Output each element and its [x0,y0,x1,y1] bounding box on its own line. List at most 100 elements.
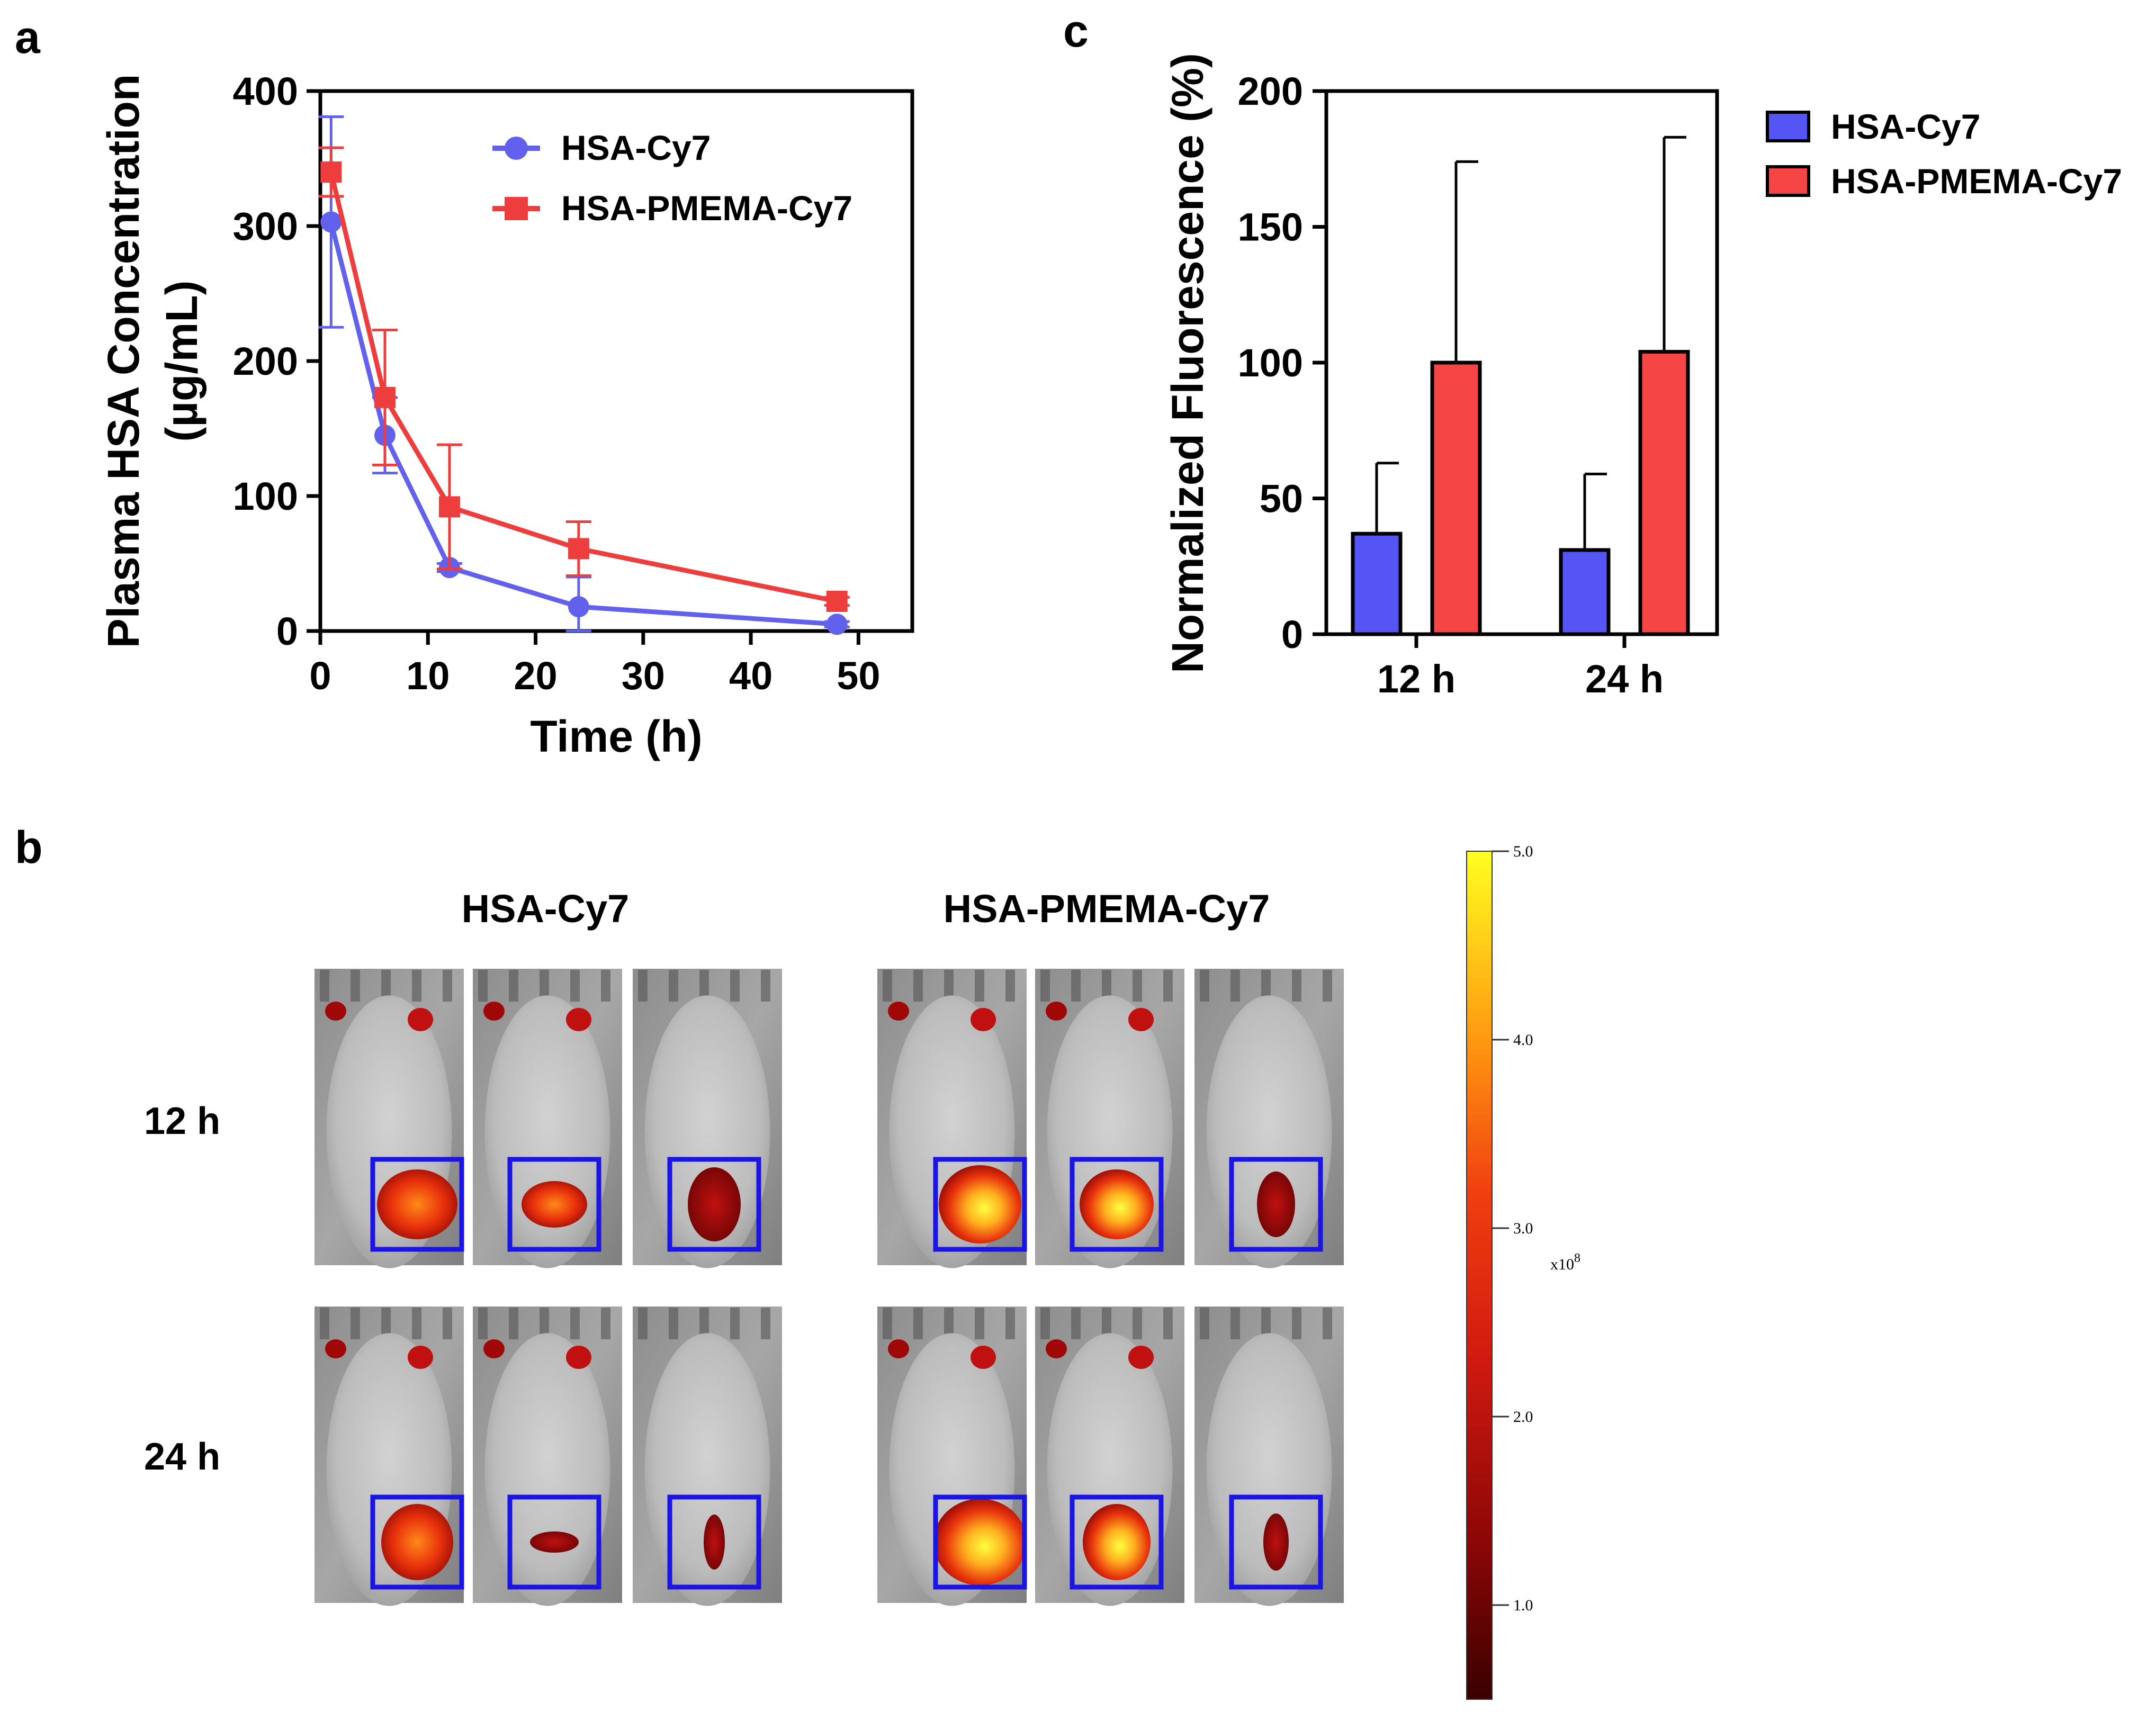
cage-bar [478,1308,488,1339]
cage-bar [975,1308,984,1339]
mouse-image [633,1306,782,1606]
panel-letter-c: c [1063,6,1089,57]
cage-bar [1200,1308,1209,1339]
chart-a-pharmacokinetics: 0 10 20 30 40 50 0 100 200 300 400 Time (h) Plasm… [98,69,914,761]
cage-bar [883,1308,892,1339]
mouse-image-grid [315,969,1344,1606]
mouse-body [644,1333,770,1606]
cage-bar [412,970,421,1002]
chart-a-x-tick-label: 10 [406,654,450,698]
cage-bar [883,970,892,1002]
chart-a-x-tick-label: 20 [514,654,557,698]
chart-c-bar-hsa [1559,548,1611,636]
tumor-roi-box [1070,1157,1164,1252]
ear-signal [483,1339,505,1358]
tumor-signal [1083,1504,1151,1580]
chart-c-y-tick-label: 50 [1260,477,1303,521]
tumor-signal [688,1167,741,1241]
chart-c-bar-hsa [1351,531,1403,636]
ear-signal [971,1008,996,1031]
cage-bar [601,1308,610,1339]
chart-c-legend: HSA-Cy7 HSA-PMEMA-Cy7 [1766,107,2122,201]
cage-bar [1163,970,1173,1002]
ear-signal [1046,1002,1067,1021]
chart-a-x-axis-title: Time (h) [530,711,702,761]
chart-a-y-tick-label: 200 [233,339,298,383]
legend-c-label-hsa: HSA-Cy7 [1831,107,1980,146]
ear-signal [566,1008,591,1031]
cage-bar [944,970,954,1002]
panel-letter-a: a [15,12,41,63]
cage-bar [1163,1308,1173,1339]
cage-bar [975,970,984,1002]
tumor-signal [1263,1513,1289,1571]
chart-a-y-tick-label: 100 [233,474,298,518]
cage-bar [412,1308,421,1339]
chart-a-point-hsa [826,614,848,635]
chart-a-series-line-hsa [328,221,838,627]
chart-c-y-tick-label: 200 [1238,69,1303,113]
chart-a-series-line-pmema [328,171,838,604]
tumor-roi-box [370,1494,464,1590]
cage-bar [540,970,549,1002]
legend-c-label-pmema: HSA-PMEMA-Cy7 [1831,161,2122,201]
cage-bar [699,970,709,1002]
cage-bar [570,1308,580,1339]
tumor-signal [381,1504,453,1580]
mouse-image [1194,1306,1344,1606]
cage-bar [1323,970,1332,1002]
cage-bar [1261,970,1271,1002]
cage-bar [1292,1308,1301,1339]
chart-a-point-pmema [568,538,589,560]
ear-signal [1046,1339,1067,1358]
chart-c-y-tick-label: 0 [1281,612,1303,656]
cage-bar [1005,970,1015,1002]
cage-bar [761,1308,770,1339]
chart-c-y-tick-label: 100 [1238,341,1303,385]
cage-bar [1040,970,1050,1002]
tumor-roi-box [933,1494,1027,1590]
cage-bar [1133,970,1142,1002]
tumor-signal [377,1169,457,1239]
mouse-body [1206,995,1332,1268]
ear-signal [325,1002,346,1021]
cage-bar [443,1308,452,1339]
colorbar-tick-label: 5.0 [1513,843,1533,860]
mouse-image [877,969,1027,1268]
cage-bar [570,970,580,1002]
colorbar-tick-label: 1.0 [1513,1597,1533,1614]
cage-bar [638,1308,648,1339]
chart-a-point-pmema [320,161,342,183]
tumor-roi-box [370,1157,464,1252]
chart-a-frame [318,89,914,633]
tumor-signal [1080,1169,1154,1239]
tumor-roi-box [1229,1157,1323,1252]
chart-a-point-hsa [320,211,342,233]
chart-a-y-tick-label: 0 [276,609,298,653]
cage-bar [1200,970,1209,1002]
chart-a-x-tick-label: 0 [309,654,331,698]
cage-bar [1005,1308,1015,1339]
cage-bar [351,1308,360,1339]
chart-c-bar-pmema [1638,349,1690,636]
mouse-image [877,1306,1027,1606]
tumor-signal [522,1181,587,1228]
mouse-image [315,1306,464,1606]
chart-c-x-tick-label: 24 h [1585,657,1664,701]
cage-bar [478,970,488,1002]
cage-bar [913,1308,923,1339]
cage-bar [1133,1308,1142,1339]
chart-a-point-pmema [438,496,460,518]
tumor-signal [530,1531,579,1553]
cage-bar [913,970,923,1002]
legend-c-swatch-pmema [1766,165,1810,197]
chart-a-x-tick-label: 40 [729,654,772,698]
tumor-signal [939,1165,1021,1244]
cage-bar [669,1308,678,1339]
chart-a-y-axis-units: (µg/mL) [157,281,206,442]
cage-bar [1102,1308,1111,1339]
cage-bar [669,970,678,1002]
cage-bar [730,970,740,1002]
cage-bar [320,1308,329,1339]
